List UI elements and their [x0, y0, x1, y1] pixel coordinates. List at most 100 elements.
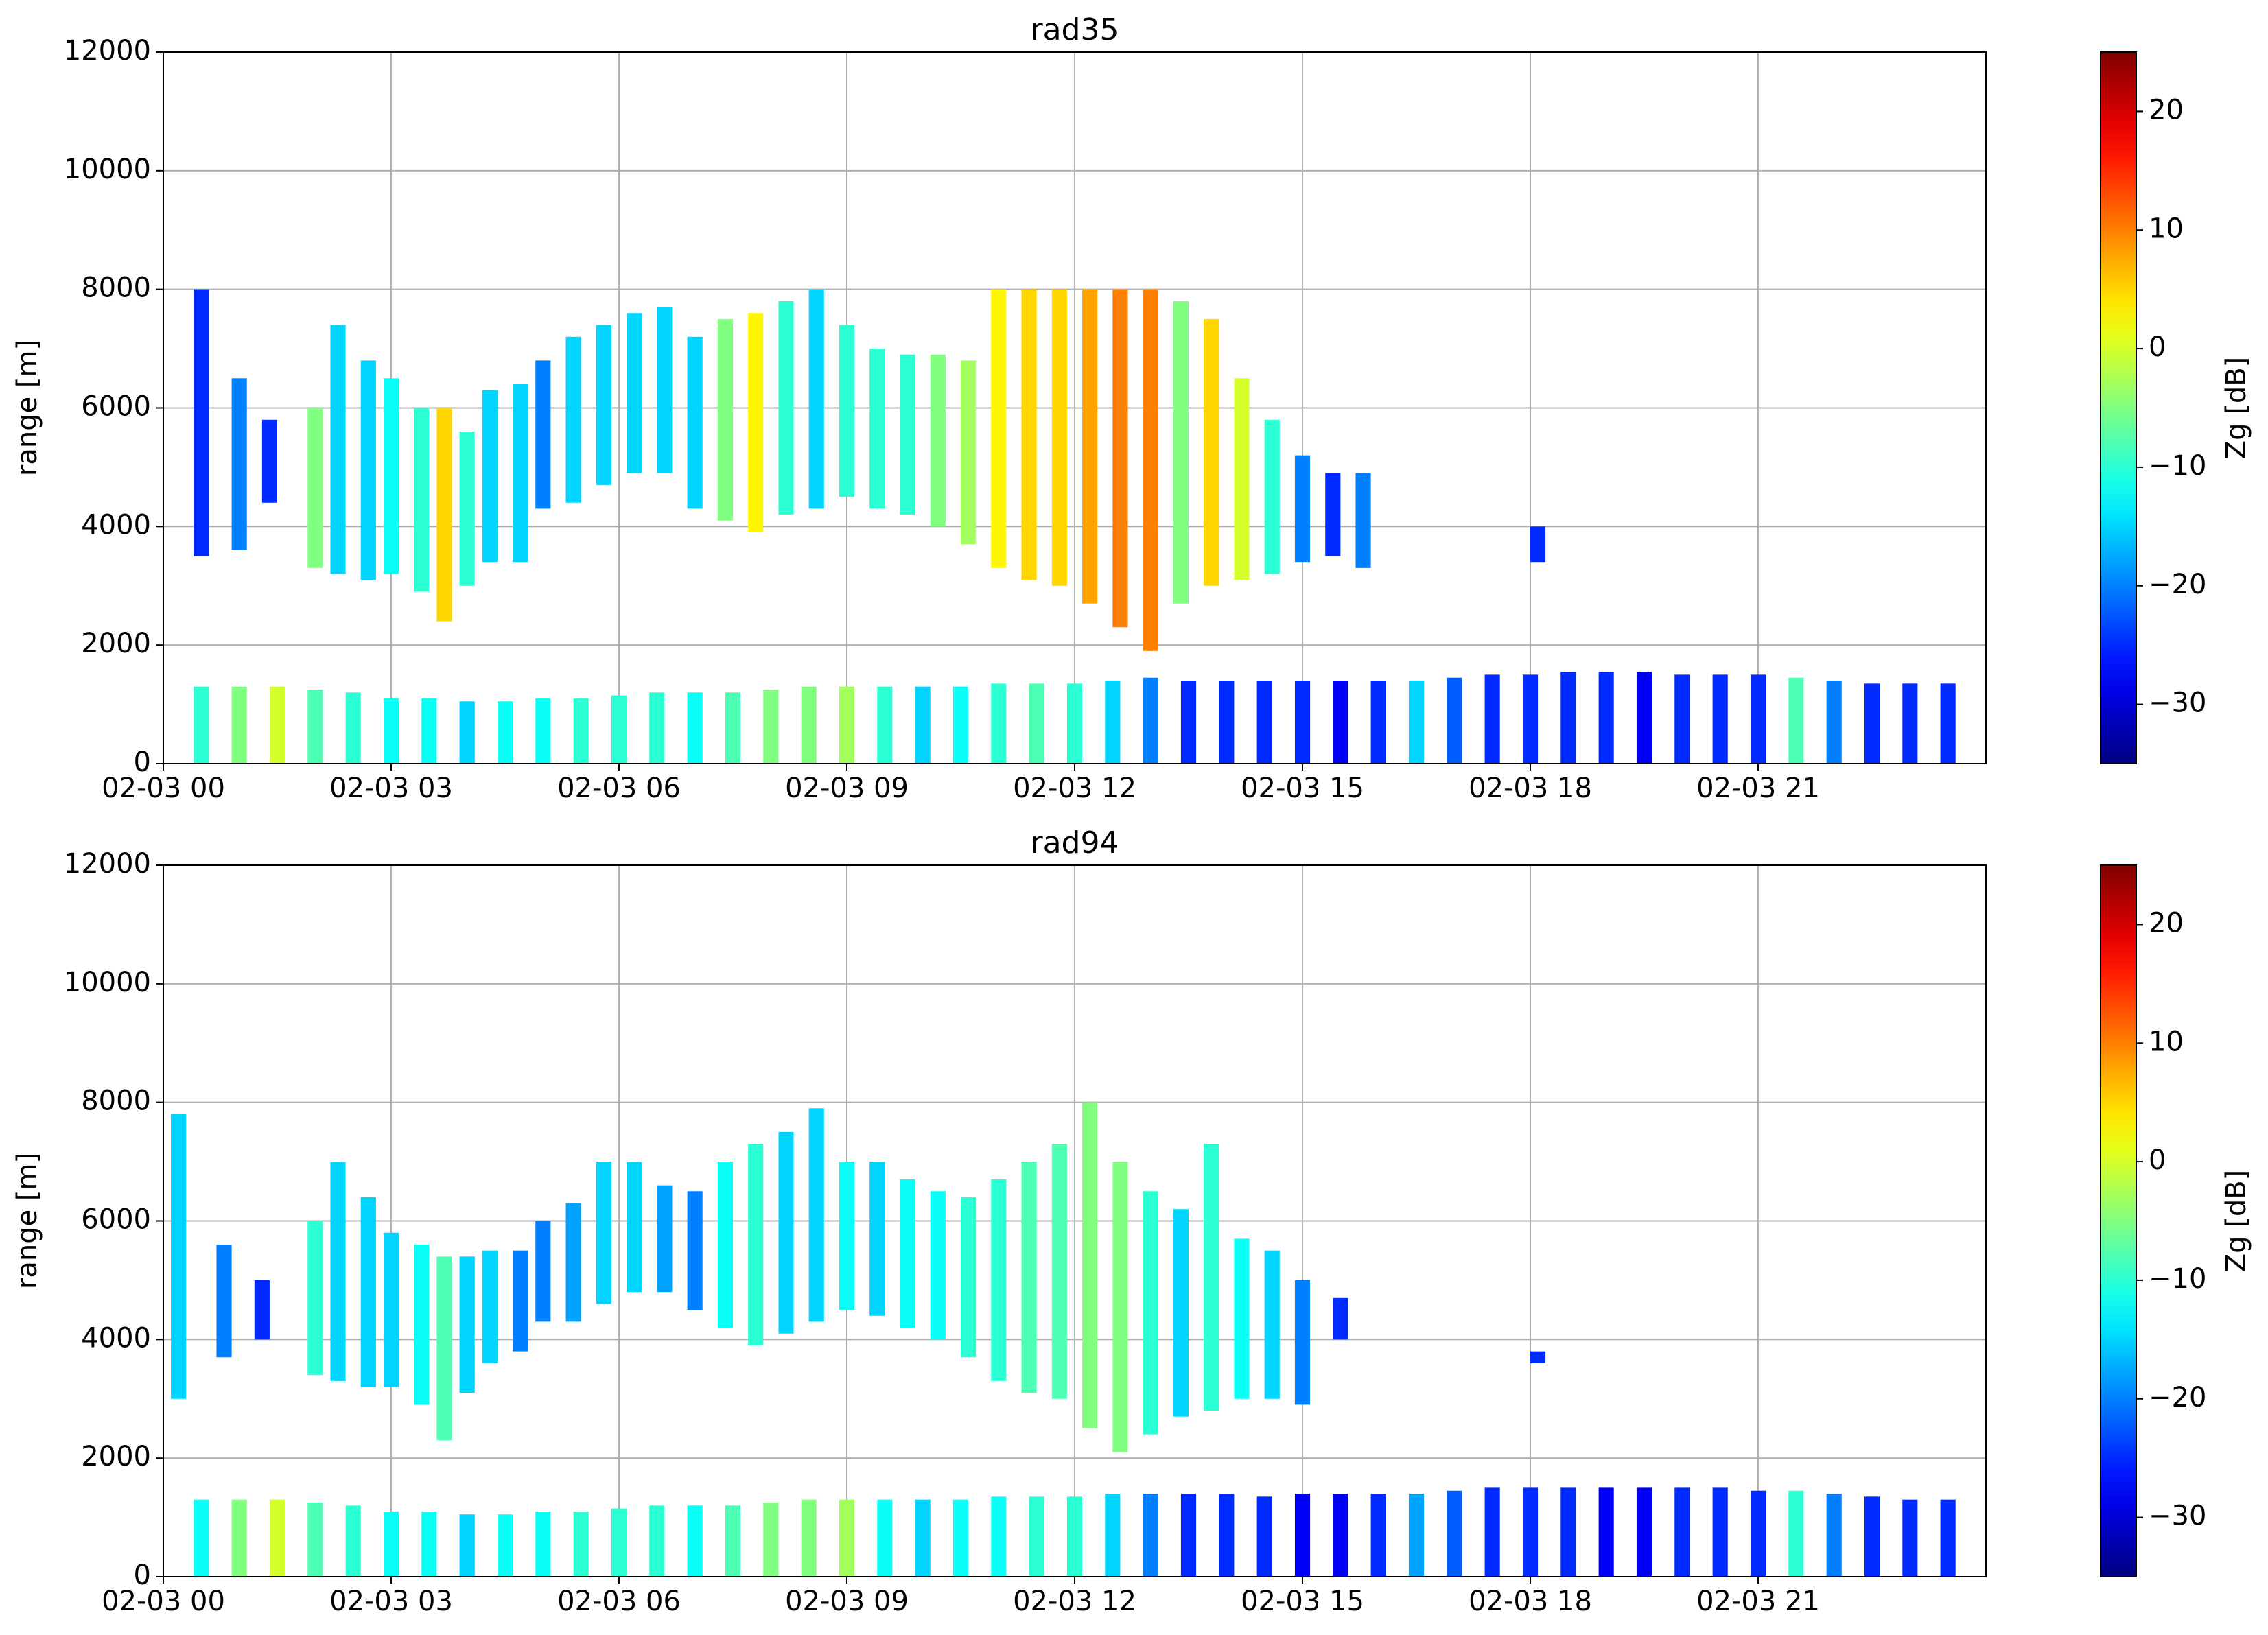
cell [1066, 683, 1083, 764]
cell [1180, 1494, 1197, 1577]
cell [1598, 672, 1614, 764]
y-tick-label: 4000 [81, 509, 151, 541]
cell [1636, 1487, 1652, 1577]
cell [627, 313, 642, 473]
cell [414, 408, 430, 592]
cell [991, 289, 1007, 568]
cell [877, 1499, 893, 1577]
cell [1256, 1496, 1272, 1577]
cell [307, 1221, 323, 1376]
chart-title: rad35 [1031, 12, 1119, 47]
cell [307, 1502, 323, 1577]
cell [1940, 683, 1956, 764]
cell [1674, 1487, 1690, 1577]
x-tick-label: 02-03 15 [1241, 1586, 1364, 1617]
cell [1674, 674, 1690, 764]
cell [1333, 681, 1348, 764]
cell [565, 336, 581, 503]
cell [1256, 681, 1272, 764]
colorbar-tick-label: −30 [2149, 1501, 2206, 1532]
cell [1788, 677, 1804, 764]
cell [459, 432, 475, 586]
cell [717, 318, 733, 521]
cell [930, 354, 946, 527]
cell [1598, 1487, 1614, 1577]
cell [657, 307, 673, 473]
cell [1788, 1490, 1804, 1577]
cell [725, 1505, 741, 1577]
cell [1234, 1238, 1250, 1399]
cell [1204, 1144, 1219, 1411]
cell [869, 349, 885, 509]
cell [1066, 1496, 1083, 1577]
cell [414, 1245, 430, 1405]
cell [839, 1162, 855, 1310]
cell [1173, 1209, 1189, 1417]
cell [1940, 1499, 1956, 1577]
cell [1204, 318, 1219, 586]
colorbar-tick-label: 0 [2149, 1144, 2166, 1176]
cell [991, 1496, 1007, 1577]
x-tick-label: 02-03 18 [1469, 773, 1592, 804]
colorbar-tick-label: −20 [2149, 1382, 2206, 1413]
y-tick-label: 12000 [64, 848, 151, 880]
cell [330, 1162, 346, 1381]
cell [1294, 455, 1311, 563]
cell [1712, 1487, 1728, 1577]
cell [778, 301, 794, 515]
cell [961, 1197, 977, 1358]
x-tick-label: 02-03 18 [1469, 1586, 1592, 1617]
x-tick-label: 02-03 00 [102, 1586, 225, 1617]
cell [171, 1114, 187, 1399]
cell [717, 1162, 733, 1328]
cell [657, 1185, 673, 1293]
cell [915, 686, 931, 764]
cell [269, 686, 285, 764]
cell [482, 390, 498, 563]
cell [436, 1256, 452, 1441]
cell [1112, 1162, 1128, 1452]
cell [254, 1280, 270, 1340]
cell [778, 1131, 794, 1334]
x-tick-label: 02-03 03 [329, 1586, 453, 1617]
cell [1826, 1494, 1842, 1577]
cell [421, 1511, 437, 1577]
cell [1370, 681, 1386, 764]
x-tick-label: 02-03 09 [785, 1586, 909, 1617]
cell [216, 1245, 232, 1358]
cell [1234, 378, 1250, 580]
colorbar-tick-label: 0 [2149, 331, 2166, 363]
cell [459, 1514, 475, 1577]
cell [307, 689, 323, 764]
y-tick-label: 10000 [64, 154, 151, 185]
cell [1264, 1250, 1280, 1399]
cell [748, 313, 764, 532]
cell [611, 1508, 627, 1577]
cell [1530, 1351, 1546, 1363]
cell [1173, 301, 1189, 604]
cell [307, 408, 323, 568]
cell [900, 1179, 915, 1328]
cell [194, 1499, 209, 1577]
cell [1560, 672, 1576, 764]
cell [1082, 289, 1098, 604]
cell [565, 1203, 581, 1322]
cell [1826, 681, 1842, 764]
cell [1180, 681, 1197, 764]
y-tick-label: 0 [134, 1560, 151, 1591]
cell [383, 378, 399, 574]
colorbar-tick-label: 10 [2149, 1026, 2184, 1057]
cell [383, 1511, 399, 1577]
x-tick-label: 02-03 06 [557, 773, 681, 804]
cell [459, 1256, 475, 1393]
y-tick-label: 10000 [64, 967, 151, 998]
cell [687, 1191, 703, 1310]
cell [1264, 419, 1280, 574]
cell [1029, 1496, 1044, 1577]
cell [869, 1162, 885, 1316]
cell [1105, 1494, 1121, 1577]
x-tick-label: 02-03 21 [1696, 1586, 1820, 1617]
cell [649, 692, 665, 764]
cell [1333, 1494, 1348, 1577]
cell [1219, 681, 1235, 764]
